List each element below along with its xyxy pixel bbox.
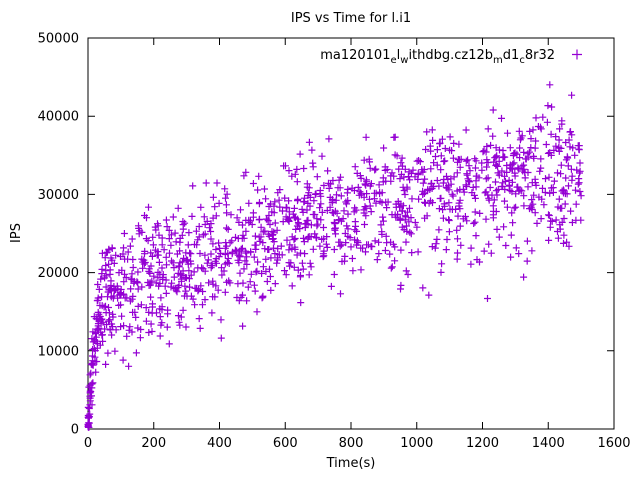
x-tick-label: 400	[207, 436, 232, 451]
y-tick-label: 0	[71, 423, 79, 438]
y-tick-label: 50000	[38, 32, 79, 47]
legend-series-label: ma120101elwithdbg.cz12bmd1c8r32	[320, 48, 555, 66]
chart-title: IPS vs Time for l.i1	[291, 11, 411, 26]
y-axis-label: IPS	[9, 223, 24, 243]
x-axis-label: Time(s)	[326, 456, 376, 471]
y-tick-label: 30000	[38, 188, 79, 203]
legend-plus-marker-icon	[572, 49, 582, 60]
axis-ticks	[87, 37, 615, 430]
scatter-points	[84, 81, 585, 431]
legend: ma120101elwithdbg.cz12bmd1c8r32	[320, 48, 582, 66]
y-tick-label: 20000	[38, 266, 79, 281]
y-tick-label: 10000	[38, 344, 79, 359]
axis-tick-labels: 0 200 400 600 800 1000 1200 1400 1600 0 10000 20000…	[38, 32, 631, 452]
x-tick-label: 1400	[532, 436, 565, 451]
x-tick-label: 800	[339, 436, 364, 451]
x-tick-label: 0	[84, 436, 92, 451]
x-tick-label: 1200	[466, 436, 499, 451]
x-tick-label: 200	[141, 436, 166, 451]
y-tick-label: 40000	[38, 110, 79, 125]
x-tick-label: 1600	[597, 436, 630, 451]
x-tick-label: 1000	[400, 436, 433, 451]
x-tick-label: 600	[273, 436, 298, 451]
plot-border	[87, 37, 615, 430]
